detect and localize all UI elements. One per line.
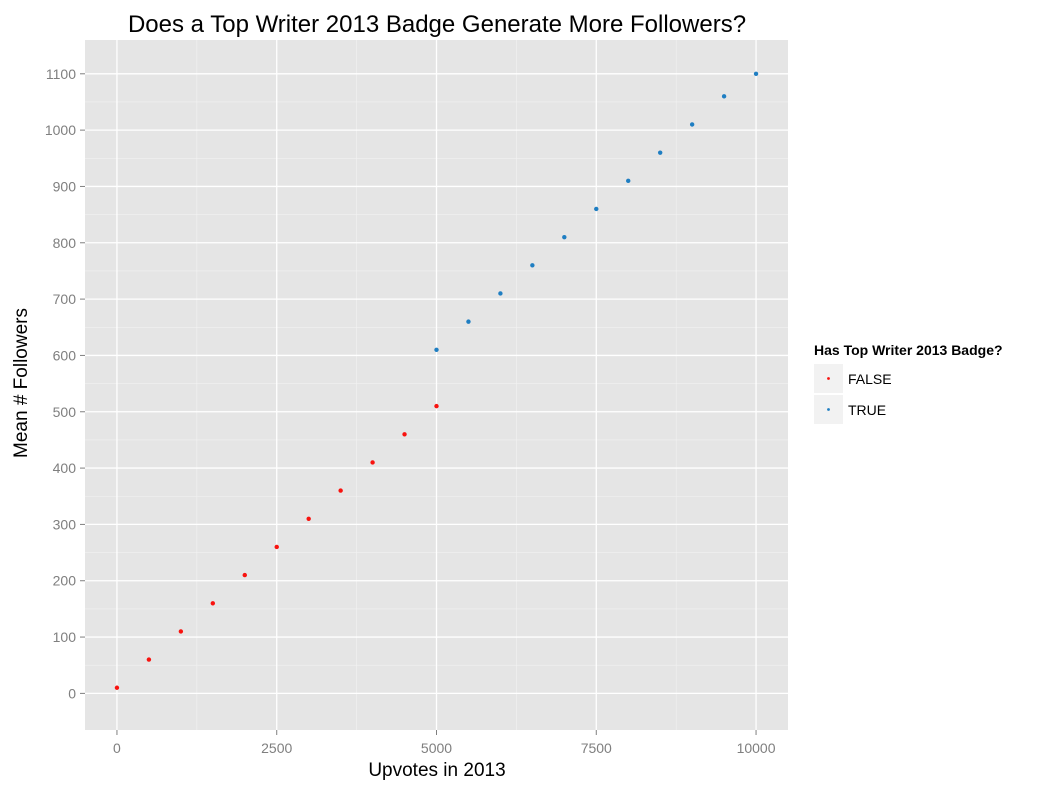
data-point <box>434 403 439 409</box>
legend-title: Has Top Writer 2013 Badge? <box>814 342 1003 358</box>
major-gridlines <box>85 40 788 730</box>
legend-item-false: FALSE <box>814 364 892 393</box>
data-point <box>594 206 599 212</box>
y-tick-label: 900 <box>53 178 77 194</box>
x-tick-label: 0 <box>113 740 121 756</box>
y-tick-label: 100 <box>53 629 77 645</box>
data-point <box>498 291 503 296</box>
y-tick-label: 700 <box>53 291 77 307</box>
y-axis-ticks: 0 100 200 300 400 500 600 700 800 900 1000 1100 <box>45 66 85 701</box>
y-tick-label: 300 <box>53 516 77 532</box>
x-axis-ticks: 0 2500 5000 7500 10000 <box>113 730 776 756</box>
y-tick-label: 600 <box>53 347 77 363</box>
y-tick-label: 500 <box>53 404 77 420</box>
legend-swatch <box>827 377 830 380</box>
y-tick-label: 1000 <box>45 122 76 138</box>
legend-label: TRUE <box>848 402 886 418</box>
data-point <box>370 460 375 465</box>
x-tick-label: 7500 <box>581 740 612 756</box>
data-point <box>562 234 567 240</box>
x-axis-title: Upvotes in 2013 <box>368 760 505 781</box>
data-point <box>274 544 279 550</box>
x-tick-label: 10000 <box>737 740 776 756</box>
y-axis-title: Mean # Followers <box>11 308 32 458</box>
legend-swatch <box>827 408 830 411</box>
y-tick-label: 200 <box>53 573 77 589</box>
data-point <box>721 94 727 99</box>
legend-label: FALSE <box>848 371 892 387</box>
data-point <box>626 178 631 184</box>
data-point <box>178 629 184 634</box>
series-true <box>434 71 759 352</box>
data-points <box>114 71 759 690</box>
data-point <box>146 657 152 662</box>
data-point <box>402 432 407 437</box>
data-point <box>689 122 695 127</box>
y-tick-label: 800 <box>53 235 77 251</box>
data-point <box>242 572 247 578</box>
data-point <box>114 685 120 690</box>
x-tick-label: 2500 <box>261 740 292 756</box>
legend-items: FALSE TRUE <box>814 364 892 424</box>
legend: Has Top Writer 2013 Badge? FALSE TRUE <box>814 342 1003 424</box>
data-point <box>753 71 759 76</box>
data-point <box>306 516 311 521</box>
y-tick-label: 1100 <box>46 66 76 82</box>
data-point <box>530 263 535 268</box>
y-tick-label: 400 <box>53 460 77 476</box>
data-point <box>466 319 471 324</box>
y-tick-label: 0 <box>68 685 76 701</box>
data-point <box>338 488 343 493</box>
series-false <box>114 403 439 690</box>
x-tick-label: 5000 <box>421 740 452 756</box>
data-point <box>657 150 663 155</box>
data-point <box>434 347 439 352</box>
chart-title: Does a Top Writer 2013 Badge Generate Mo… <box>128 11 746 38</box>
legend-item-true: TRUE <box>814 395 886 424</box>
data-point <box>210 601 216 606</box>
